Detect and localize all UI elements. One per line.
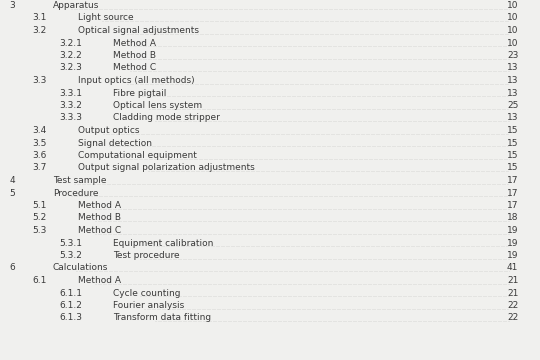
Text: 17: 17 [507, 201, 518, 210]
Text: 19: 19 [507, 226, 518, 235]
Text: 3.7: 3.7 [32, 163, 47, 172]
Text: 19: 19 [507, 238, 518, 248]
Text: 6.1.3: 6.1.3 [59, 314, 83, 323]
Text: Signal detection: Signal detection [78, 139, 152, 148]
Text: 22: 22 [507, 301, 518, 310]
Text: Method B: Method B [113, 51, 157, 60]
Text: 15: 15 [507, 163, 518, 172]
Text: 5.3: 5.3 [32, 226, 47, 235]
Text: Fibre pigtail: Fibre pigtail [113, 89, 167, 98]
Text: 25: 25 [507, 101, 518, 110]
Text: 6.1.2: 6.1.2 [59, 301, 82, 310]
Text: 17: 17 [507, 189, 518, 198]
Text: 13: 13 [507, 89, 518, 98]
Text: 15: 15 [507, 151, 518, 160]
Text: 5.3.2: 5.3.2 [59, 251, 82, 260]
Text: 6.1: 6.1 [32, 276, 47, 285]
Text: 3.2.2: 3.2.2 [59, 51, 82, 60]
Text: 3.2.3: 3.2.3 [59, 63, 82, 72]
Text: 5.1: 5.1 [32, 201, 47, 210]
Text: Output signal polarization adjustments: Output signal polarization adjustments [78, 163, 255, 172]
Text: 21: 21 [507, 276, 518, 285]
Text: 3: 3 [10, 1, 16, 10]
Text: 10: 10 [507, 39, 518, 48]
Text: Equipment calibration: Equipment calibration [113, 238, 214, 248]
Text: 5.2: 5.2 [32, 213, 46, 222]
Text: Method A: Method A [113, 39, 157, 48]
Text: Test procedure: Test procedure [113, 251, 180, 260]
Text: Procedure: Procedure [53, 189, 98, 198]
Text: Apparatus: Apparatus [53, 1, 99, 10]
Text: Method C: Method C [78, 226, 122, 235]
Text: 3.3.3: 3.3.3 [59, 113, 83, 122]
Text: Method B: Method B [78, 213, 122, 222]
Text: 21: 21 [507, 288, 518, 297]
Text: 15: 15 [507, 139, 518, 148]
Text: 19: 19 [507, 251, 518, 260]
Text: Optical signal adjustments: Optical signal adjustments [78, 26, 199, 35]
Text: Output optics: Output optics [78, 126, 140, 135]
Text: Method C: Method C [113, 63, 157, 72]
Text: 22: 22 [507, 314, 518, 323]
Text: 10: 10 [507, 26, 518, 35]
Text: 13: 13 [507, 63, 518, 72]
Text: Calculations: Calculations [53, 264, 109, 273]
Text: 3.4: 3.4 [32, 126, 46, 135]
Text: Optical lens system: Optical lens system [113, 101, 202, 110]
Text: Method A: Method A [78, 201, 122, 210]
Text: Transform data fitting: Transform data fitting [113, 314, 212, 323]
Text: 15: 15 [507, 126, 518, 135]
Text: 41: 41 [507, 264, 518, 273]
Text: 13: 13 [507, 76, 518, 85]
Text: Cycle counting: Cycle counting [113, 288, 181, 297]
Text: 3.2.1: 3.2.1 [59, 39, 82, 48]
Text: 6: 6 [10, 264, 16, 273]
Text: 10: 10 [507, 1, 518, 10]
Text: 17: 17 [507, 176, 518, 185]
Text: 5: 5 [10, 189, 16, 198]
Text: 3.3.1: 3.3.1 [59, 89, 83, 98]
Text: Cladding mode stripper: Cladding mode stripper [113, 113, 220, 122]
Text: 13: 13 [507, 113, 518, 122]
Text: 3.6: 3.6 [32, 151, 47, 160]
Text: 3.3.2: 3.3.2 [59, 101, 82, 110]
Text: 4: 4 [10, 176, 15, 185]
Text: 18: 18 [507, 213, 518, 222]
Text: Test sample: Test sample [53, 176, 106, 185]
Text: Fourier analysis: Fourier analysis [113, 301, 185, 310]
Text: Method A: Method A [78, 276, 122, 285]
Text: Light source: Light source [78, 13, 134, 22]
Text: 3.2: 3.2 [32, 26, 46, 35]
Text: 23: 23 [507, 51, 518, 60]
Text: Input optics (all methods): Input optics (all methods) [78, 76, 195, 85]
Text: 6.1.1: 6.1.1 [59, 288, 83, 297]
Text: Computational equipment: Computational equipment [78, 151, 197, 160]
Text: 3.3: 3.3 [32, 76, 47, 85]
Text: 10: 10 [507, 13, 518, 22]
Text: 3.1: 3.1 [32, 13, 47, 22]
Text: 3.5: 3.5 [32, 139, 47, 148]
Text: 5.3.1: 5.3.1 [59, 238, 83, 248]
